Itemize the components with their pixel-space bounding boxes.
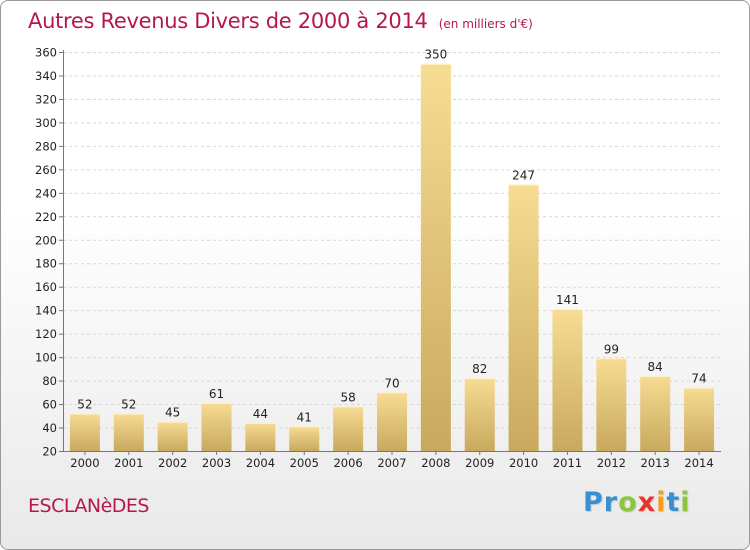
y-tick-label: 180 [35, 257, 57, 271]
bar [69, 413, 100, 451]
y-tick-label: 40 [42, 421, 57, 435]
x-tick-label: 2013 [641, 456, 670, 470]
x-tick-label: 2002 [158, 456, 187, 470]
bar-value-label: 70 [384, 376, 399, 390]
bar-value-label: 350 [424, 48, 447, 62]
x-tick-label: 2006 [333, 456, 362, 470]
logo-letter: r [603, 487, 619, 518]
logo-letter: i [656, 487, 667, 518]
bar-value-label: 99 [604, 342, 619, 356]
bar [289, 426, 320, 451]
bar [201, 402, 232, 451]
logo-letter: P [583, 487, 604, 518]
x-tick-label: 2001 [114, 456, 143, 470]
bar-value-label: 74 [691, 372, 706, 386]
bar-value-label: 82 [472, 362, 487, 376]
logo-letter: x [637, 487, 657, 518]
y-tick-label: 300 [35, 116, 57, 130]
y-tick-label: 60 [42, 398, 57, 412]
bar-value-label: 84 [648, 360, 663, 374]
y-tick-label: 280 [35, 139, 57, 153]
x-tick-label: 2003 [202, 456, 231, 470]
commune-name: ESCLANèDES [28, 495, 149, 517]
logo-letter: i [680, 487, 691, 518]
bar-value-label: 247 [512, 169, 535, 183]
bar-value-label: 141 [556, 293, 579, 307]
bar [508, 184, 539, 451]
x-tick-label: 2005 [290, 456, 319, 470]
y-tick-label: 200 [35, 233, 57, 247]
bar [552, 309, 583, 451]
y-tick-label: 240 [35, 186, 57, 200]
chart-subtitle: (en milliers d'€) [438, 17, 533, 31]
bar-value-label: 58 [340, 390, 355, 404]
bar-value-label: 45 [165, 406, 180, 420]
bar [333, 406, 364, 451]
bar [245, 422, 276, 451]
bar-value-label: 52 [121, 397, 136, 411]
title-row: Autres Revenus Divers de 2000 à 2014 (en… [28, 9, 533, 33]
bar-value-label: 44 [253, 407, 268, 421]
y-tick-label: 320 [35, 92, 57, 106]
bar-value-label: 41 [297, 410, 312, 424]
y-tick-label: 20 [42, 445, 57, 459]
y-tick-label: 140 [35, 304, 57, 318]
y-tick-label: 120 [35, 327, 57, 341]
y-tick-label: 160 [35, 280, 57, 294]
bar [377, 392, 407, 451]
proxiti-logo[interactable]: Proxiti [583, 487, 691, 518]
x-tick-label: 2009 [465, 456, 494, 470]
bar-value-label: 52 [77, 397, 92, 411]
x-tick-label: 2004 [246, 456, 275, 470]
x-tick-label: 2000 [70, 456, 99, 470]
x-tick-label: 2011 [553, 456, 582, 470]
logo-letter: t [666, 487, 681, 518]
logo-letter: o [618, 487, 638, 518]
bars [69, 63, 715, 452]
x-tick-label: 2012 [597, 456, 626, 470]
bar [420, 63, 451, 452]
bar [596, 358, 627, 451]
x-tick-label: 2008 [421, 456, 450, 470]
y-tick-label: 100 [35, 351, 57, 365]
bar [113, 413, 144, 451]
y-tick-label: 80 [42, 374, 57, 388]
y-tick-label: 360 [35, 46, 57, 60]
axes: 20 40 60 80 100 120 140 160 180 200 220 240 260 280 30… [35, 46, 721, 470]
chart-title: Autres Revenus Divers de 2000 à 2014 [28, 9, 428, 33]
x-tick-label: 2007 [377, 456, 406, 470]
y-tick-label: 340 [35, 69, 57, 83]
value-labels: 52 52 45 61 44 41 58 70 350 82 247 141 99 84 74 [77, 48, 706, 425]
bar-value-label: 61 [209, 387, 224, 401]
bar [157, 421, 188, 451]
x-tick-label: 2010 [509, 456, 538, 470]
bar [640, 375, 671, 451]
x-tick-label: 2014 [684, 456, 713, 470]
bar [464, 378, 495, 451]
bar [684, 387, 715, 451]
y-tick-label: 260 [35, 163, 57, 177]
y-tick-label: 220 [35, 210, 57, 224]
